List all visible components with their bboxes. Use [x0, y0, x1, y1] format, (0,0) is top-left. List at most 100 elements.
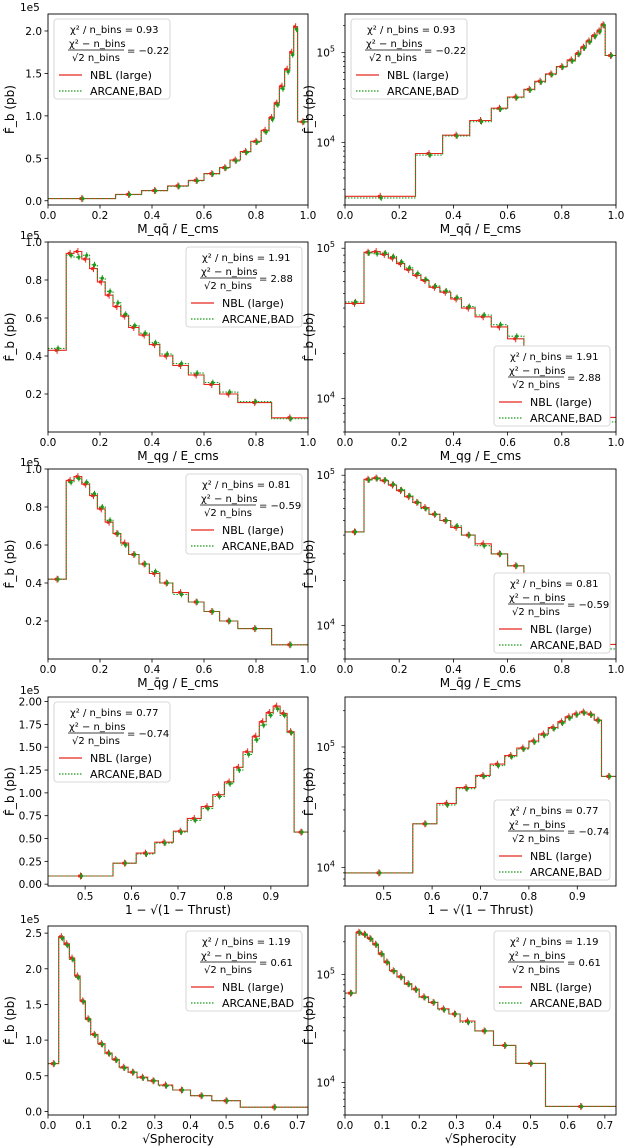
arcane-marker	[85, 480, 89, 484]
arcane-marker	[218, 794, 222, 799]
arcane-marker	[144, 852, 149, 856]
arcane-marker	[108, 518, 112, 522]
arcane-marker	[52, 1062, 56, 1066]
arcane-marker	[515, 334, 519, 338]
nbl-marker	[496, 325, 501, 329]
arcane-marker	[466, 1020, 471, 1024]
arcane-marker	[195, 600, 199, 604]
x-tick-label: 0.9	[569, 891, 586, 903]
arcane-marker	[179, 830, 183, 834]
arcane-marker	[479, 120, 484, 124]
arcane-marker	[400, 975, 404, 979]
y-tick-label: 105	[317, 45, 335, 60]
legend-pull-numerator: χ² − n_bins	[366, 39, 423, 50]
x-tick-label: 0.6	[196, 664, 213, 676]
arcane-marker	[289, 731, 294, 735]
legend-nbl-label: NBL (large)	[530, 981, 592, 994]
y-tick-label: 0.5	[25, 1071, 42, 1083]
arcane-marker	[533, 740, 537, 744]
y-axis-label: F̂_b (pb)	[3, 85, 17, 134]
legend-arcane-label: ARCANE,BAD	[222, 997, 294, 1010]
arcane-marker	[399, 260, 404, 264]
nbl-marker	[178, 590, 182, 595]
legend-chi2: χ² / n_bins = 0.81	[202, 480, 291, 491]
sci-multiplier: 1e5	[20, 685, 40, 697]
arcane-marker	[165, 581, 169, 585]
arcane-marker	[465, 787, 469, 791]
panel-2: 0.0 0.2 0.4 0.6 0.8 1.0 104 105 M_qq̄ / E_cms F̂_…	[302, 13, 625, 236]
y-tick-exponent: 5	[330, 966, 335, 975]
nbl-marker	[83, 257, 87, 261]
arcane-marker	[281, 87, 285, 91]
arcane-marker	[363, 933, 368, 937]
arcane-marker	[446, 803, 450, 807]
arcane-marker	[295, 27, 299, 31]
axes-frame	[344, 468, 617, 660]
legend-chi2: χ² / n_bins = 0.77	[70, 708, 159, 719]
x-tick-label: 0.8	[248, 437, 265, 449]
arcane-marker	[575, 713, 579, 717]
sci-multiplier: 1e5	[20, 457, 40, 469]
legend-pull-denominator: √2 n_bins	[72, 736, 120, 747]
legend-pull-value: = −0.74	[127, 729, 169, 740]
nbl-marker	[90, 494, 95, 498]
arcane-marker	[211, 609, 215, 614]
arcane-marker	[133, 324, 137, 328]
series-group	[345, 248, 616, 425]
arcane-marker	[116, 301, 120, 305]
nbl-marker	[152, 343, 156, 347]
legend-nbl-label: NBL (large)	[90, 752, 152, 765]
legend-arcane-label: ARCANE,BAD	[90, 85, 162, 98]
arcane-marker	[76, 975, 80, 979]
arcane-marker	[269, 713, 273, 717]
y-tick-label: 0.00	[19, 879, 42, 891]
arcane-marker	[568, 716, 572, 720]
arcane-marker	[542, 733, 547, 737]
arcane-marker	[77, 255, 81, 259]
series-group	[48, 702, 308, 880]
arcane-marker	[391, 254, 396, 259]
series-arcane-line	[345, 252, 616, 423]
y-tick-label: 1.0	[25, 1035, 42, 1047]
legend-arcane-label: ARCANE,BAD	[90, 768, 162, 781]
series-arcane-line	[345, 712, 616, 874]
x-tick-label: 0.2	[391, 210, 408, 222]
x-tick-label: 0.5	[77, 891, 94, 903]
arcane-marker	[85, 253, 89, 257]
arcane-marker	[353, 300, 358, 304]
arcane-marker	[56, 577, 60, 581]
x-axis-label: M_q̄g / E_cms	[440, 676, 521, 690]
arcane-marker	[453, 1012, 458, 1016]
arcane-marker	[407, 982, 411, 986]
arcane-marker	[228, 782, 232, 786]
arcane-marker	[124, 861, 128, 865]
legend-pull-value: = 2.88	[567, 373, 601, 384]
arcane-marker	[386, 960, 390, 964]
x-tick-label: 0.7	[472, 891, 489, 903]
arcane-marker	[180, 1088, 185, 1092]
legend-chi2: χ² / n_bins = 1.91	[202, 253, 291, 264]
legend-arcane-label: ARCANE,BAD	[222, 313, 294, 326]
y-tick-label: 1.0	[25, 237, 42, 249]
arcane-marker	[498, 552, 503, 556]
arcane-marker	[300, 830, 304, 834]
arcane-marker	[530, 1061, 534, 1066]
legend-box	[53, 701, 171, 783]
x-axis-label: M_qq̄ / E_cms	[137, 222, 218, 236]
x-tick-label: 0.6	[499, 664, 516, 676]
y-axis-label: F̂_b (pb)	[3, 313, 17, 362]
y-tick-exponent: 4	[330, 618, 335, 627]
x-tick-label: 1.0	[608, 210, 625, 222]
legend-pull-numerator: χ² − n_bins	[69, 39, 126, 50]
arcane-marker	[100, 276, 104, 280]
legend-box	[185, 930, 303, 1012]
arcane-marker	[124, 312, 128, 316]
x-axis-label: √Spherocity	[142, 1132, 214, 1146]
arcane-marker	[224, 166, 228, 170]
panel-10: 0.0 0.1 0.2 0.3 0.4 0.5 0.6 0.7 104 105 √Spherocit…	[302, 925, 617, 1146]
y-tick-label: 0.50	[19, 834, 42, 846]
legend-box	[185, 246, 303, 328]
arcane-marker	[432, 1000, 436, 1005]
x-tick-label: 0.6	[123, 891, 140, 903]
arcane-marker	[482, 544, 486, 548]
